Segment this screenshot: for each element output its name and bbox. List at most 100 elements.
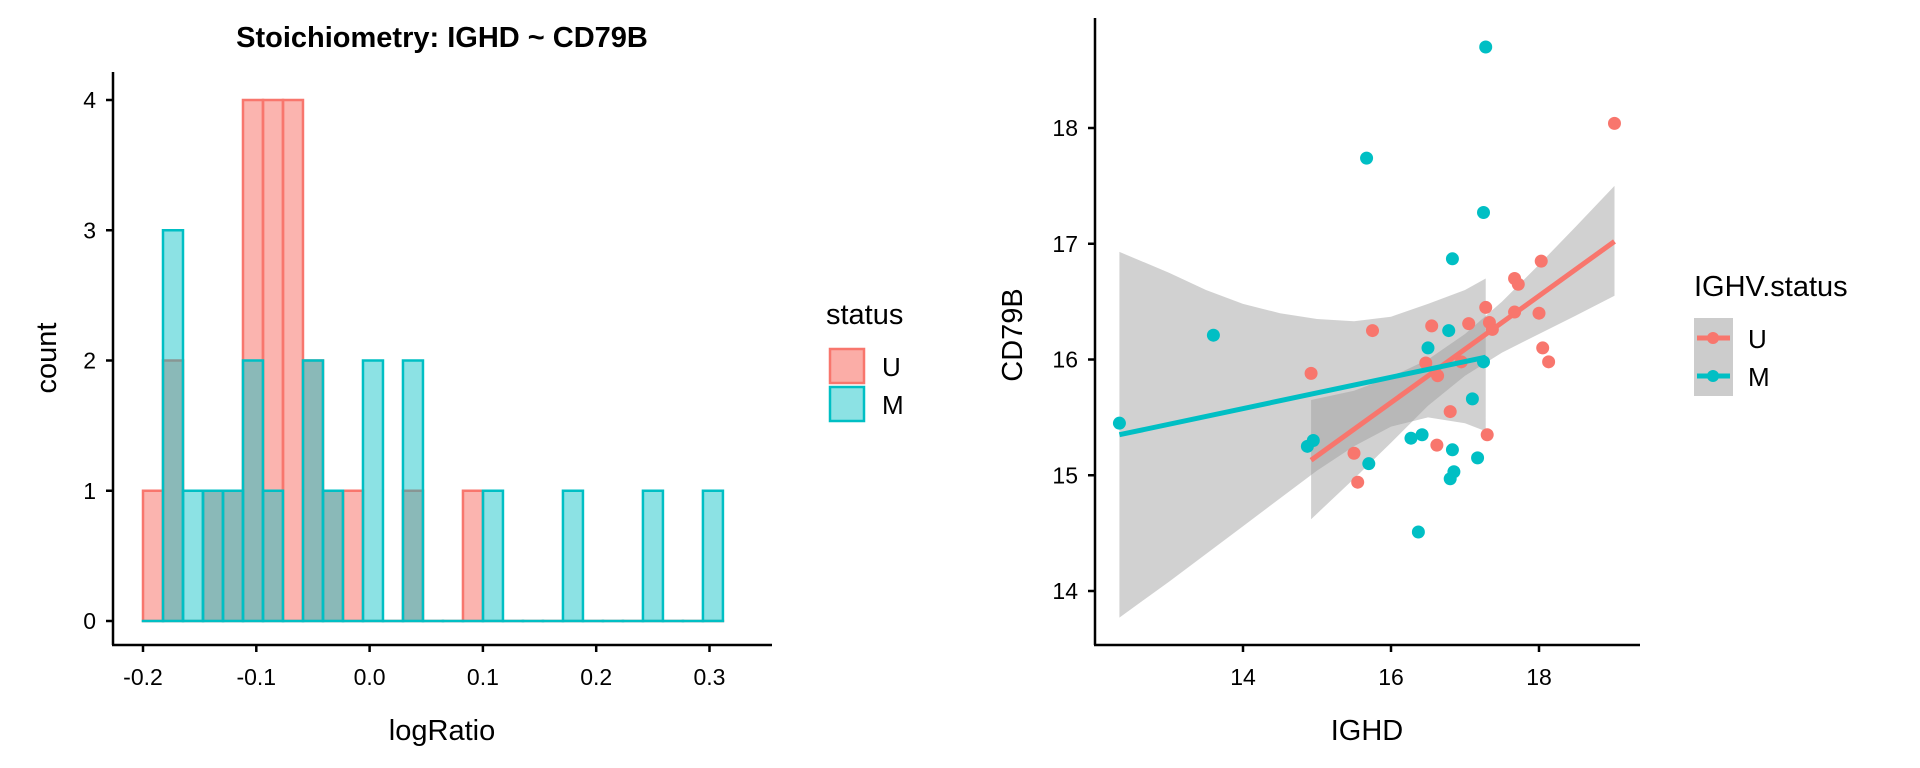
y-tick-label: 14 [1052, 578, 1078, 604]
x-tick-label: 0.3 [694, 664, 726, 690]
scatter-point-M [1445, 252, 1459, 266]
scatter-point-U [1366, 324, 1379, 338]
hist-bar-U [461, 489, 485, 623]
legend-ighv-status: IGHV.status U M [1694, 271, 1848, 396]
scatter-point-M [1206, 328, 1220, 342]
scatter-point-M [1443, 472, 1457, 486]
legend-swatch-M [828, 385, 866, 423]
x-tick-label: 16 [1378, 664, 1404, 690]
scatter-point-M [1479, 40, 1493, 54]
legend-label-M: M [882, 390, 904, 420]
y-tick-label: 16 [1052, 347, 1078, 373]
legend-label-U: U [1748, 324, 1767, 354]
x-axis-title: logRatio [389, 715, 495, 747]
scatter-point-U [1480, 428, 1494, 442]
hist-bar-M [361, 359, 385, 623]
y-tick-label: 4 [83, 87, 96, 113]
scatter-point-M [1421, 341, 1435, 355]
hist-bar-U [341, 489, 365, 623]
x-tick-label: 0.1 [467, 664, 499, 690]
scatter-point-U [1443, 405, 1457, 419]
x-tick-label: -0.2 [123, 664, 163, 690]
scatter-point-M [1445, 443, 1459, 457]
scatter-panel: 14 15 16 17 18 14 16 18 IGHD CD79B IGHV.status… [997, 18, 1848, 747]
hist-bar-M [401, 359, 425, 623]
scatter-point-M [1415, 428, 1429, 442]
legend-title: status [826, 299, 903, 331]
scatter-point-U [1534, 254, 1548, 268]
y-axis-title: CD79B [997, 288, 1029, 382]
x-axis-ticks: -0.2 -0.1 0.0 0.1 0.2 0.3 [123, 645, 725, 690]
y-tick-label: 17 [1052, 231, 1078, 257]
y-tick-label: 18 [1052, 115, 1078, 141]
scatter-point-M [1465, 392, 1479, 406]
hist-bar-M [701, 489, 725, 623]
x-tick-label: 18 [1526, 664, 1552, 690]
hist-bar-U [141, 489, 165, 623]
scatter-point-U [1532, 306, 1546, 320]
y-axis-ticks: 0 1 2 3 4 [83, 87, 113, 634]
y-tick-label: 15 [1052, 462, 1078, 488]
scatter-point-U [1607, 116, 1621, 130]
scatter-point-U [1425, 319, 1439, 333]
fit-line-M [1118, 354, 1487, 438]
scatter-point-U [1347, 446, 1361, 460]
scatter-point-M [1404, 431, 1418, 445]
scatter-point-U [1430, 438, 1444, 452]
x-tick-label: -0.1 [236, 664, 276, 690]
scatter-point-U [1536, 341, 1550, 355]
legend-status: status U M [826, 299, 904, 423]
hist-bar-U [281, 98, 305, 623]
ci-band-M [1119, 251, 1486, 618]
x-tick-label: 14 [1230, 664, 1256, 690]
hist-bar-M [181, 489, 205, 623]
scatter-point-U [1304, 366, 1318, 380]
hist-bar-M [301, 359, 325, 623]
chart-title: Stoichiometry: IGHD ~ CD79B [236, 22, 648, 54]
y-tick-label: 3 [83, 217, 96, 243]
y-tick-label: 2 [83, 348, 96, 374]
legend-swatch-U [828, 347, 866, 385]
hist-bar-M [221, 489, 245, 623]
scatter-point-U [1462, 317, 1476, 331]
hist-bar-M [241, 359, 265, 623]
legend-key-background [1694, 318, 1733, 396]
scatter-point-M [1411, 525, 1425, 539]
legend-point-M [1707, 370, 1719, 382]
hist-bar-M [201, 489, 225, 623]
scatter-point-U [1351, 475, 1365, 489]
scatter-point-M [1442, 324, 1456, 338]
y-axis-ticks: 14 15 16 17 18 [1052, 115, 1095, 604]
scatter-point-M [1471, 451, 1485, 465]
legend-label-U: U [882, 352, 901, 382]
scatter-point-U [1511, 277, 1525, 291]
scatter-point-U [1479, 300, 1493, 314]
scatter-point-M [1362, 457, 1376, 471]
scatter-point-M [1477, 205, 1490, 219]
hist-bar-M [261, 489, 285, 623]
x-tick-label: 0.0 [354, 664, 386, 690]
hist-bar-M [641, 489, 665, 623]
legend-label-M: M [1748, 362, 1770, 392]
x-axis-title: IGHD [1331, 715, 1404, 747]
hist-bar-M [321, 489, 345, 623]
fit-line-U [1309, 239, 1616, 463]
scatter-point-M [1306, 434, 1320, 448]
scatter-point-M [1112, 416, 1126, 430]
legend-point-U [1707, 332, 1719, 344]
x-tick-label: 0.2 [580, 664, 612, 690]
confidence-bands [1119, 185, 1615, 618]
x-axis-ticks: 14 16 18 [1230, 645, 1552, 690]
y-tick-label: 1 [83, 478, 96, 504]
scatter-point-U [1542, 355, 1556, 369]
scatter-point-M [1360, 151, 1374, 165]
legend-title: IGHV.status [1694, 271, 1848, 303]
y-tick-label: 0 [83, 608, 96, 634]
scatter-points [1112, 40, 1621, 539]
fit-lines [1118, 239, 1616, 463]
y-axis-title: count [31, 323, 63, 394]
scatter-point-U [1419, 356, 1433, 370]
hist-bar-M [161, 229, 185, 623]
